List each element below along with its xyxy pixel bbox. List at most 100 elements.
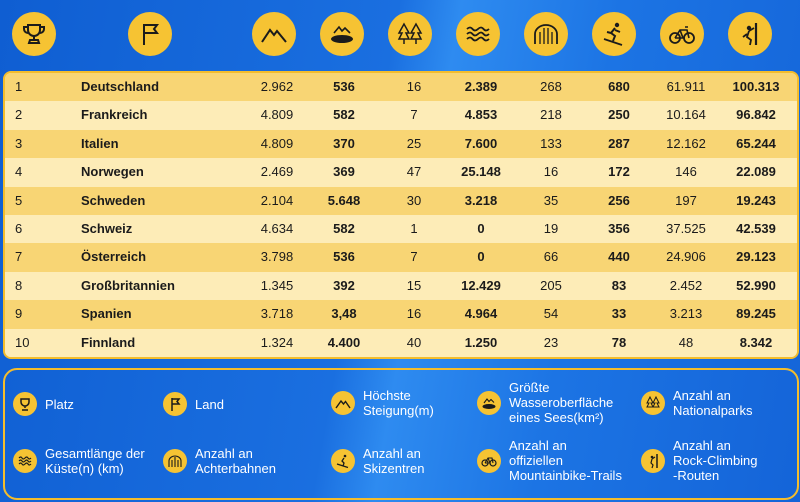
cell-mtb: 3.213 bbox=[669, 306, 703, 322]
cell-climbing: 96.842 bbox=[736, 107, 776, 123]
cell-skizentren: 256 bbox=[608, 192, 630, 208]
cell-steigung: 4.809 bbox=[260, 135, 294, 151]
cell-country: Spanien bbox=[81, 306, 132, 322]
cell-steigung: 2.469 bbox=[260, 164, 294, 180]
cell-nationalparks: 40 bbox=[406, 334, 422, 350]
legend-label: Gesamtlänge der Küste(n) (km) bbox=[45, 446, 145, 476]
cell-see: 370 bbox=[333, 135, 355, 151]
cell-skizentren: 172 bbox=[608, 164, 630, 180]
table-row: 7 Österreich 3.798 536 7 0 66 440 24.906 29.123 bbox=[5, 243, 797, 272]
cell-see: 582 bbox=[333, 107, 355, 123]
cell-skizentren: 287 bbox=[608, 135, 630, 151]
cell-achterbahnen: 218 bbox=[540, 107, 562, 123]
cell-rank: 6 bbox=[15, 221, 23, 236]
cell-nationalparks: 25 bbox=[406, 135, 422, 151]
cell-achterbahnen: 16 bbox=[543, 164, 559, 180]
cell-kueste: 3.218 bbox=[464, 192, 498, 208]
cell-country: Italien bbox=[81, 135, 119, 151]
cell-achterbahnen: 23 bbox=[543, 334, 559, 350]
cell-steigung: 3.798 bbox=[260, 249, 294, 265]
cell-achterbahnen: 268 bbox=[540, 79, 562, 94]
legend-item: Gesamtlänge der Küste(n) (km) bbox=[13, 446, 145, 476]
legend-item: Land bbox=[163, 392, 224, 416]
rollercoaster-icon bbox=[163, 449, 187, 473]
legend-item: Höchste Steigung(m) bbox=[331, 388, 434, 418]
cell-achterbahnen: 35 bbox=[543, 192, 559, 208]
legend-label: Anzahl an Achterbahnen bbox=[195, 446, 276, 476]
legend-label: Platz bbox=[45, 396, 74, 412]
cell-mtb: 10.164 bbox=[666, 107, 706, 123]
cell-kueste: 7.600 bbox=[464, 135, 498, 151]
legend-item: Anzahl an Achterbahnen bbox=[163, 446, 276, 476]
legend-label: Größte Wasseroberfläche eines Sees(km²) bbox=[509, 380, 614, 425]
forest-icon bbox=[641, 391, 665, 415]
cell-nationalparks: 1 bbox=[410, 221, 418, 236]
climber-icon bbox=[728, 12, 772, 56]
cell-skizentren: 356 bbox=[608, 221, 630, 236]
cell-rank: 10 bbox=[15, 334, 30, 350]
cell-rank: 8 bbox=[15, 277, 23, 293]
skier-icon bbox=[331, 449, 355, 473]
cell-climbing: 52.990 bbox=[736, 277, 776, 293]
legend-item: Platz bbox=[13, 392, 74, 416]
cell-skizentren: 250 bbox=[608, 107, 630, 123]
cell-rank: 1 bbox=[15, 79, 23, 94]
cell-kueste: 4.853 bbox=[464, 107, 498, 123]
cell-kueste: 2.389 bbox=[464, 79, 498, 94]
cell-climbing: 100.313 bbox=[732, 79, 780, 94]
cell-mtb: 24.906 bbox=[666, 249, 706, 265]
cell-rank: 7 bbox=[15, 249, 23, 265]
climber-icon bbox=[641, 448, 665, 473]
cell-skizentren: 33 bbox=[611, 306, 627, 322]
cell-kueste: 0 bbox=[477, 221, 485, 236]
cell-country: Deutschland bbox=[81, 79, 160, 94]
cell-skizentren: 78 bbox=[611, 334, 627, 350]
cell-nationalparks: 7 bbox=[410, 107, 418, 123]
cell-nationalparks: 16 bbox=[406, 306, 422, 322]
mountain-icon bbox=[252, 12, 296, 56]
legend-label: Höchste Steigung(m) bbox=[363, 388, 434, 418]
legend: Platz Land Höchste Steigung(m) Größte Wasse… bbox=[3, 368, 799, 500]
cell-kueste: 0 bbox=[477, 249, 485, 265]
waves-icon bbox=[456, 12, 500, 56]
mountain-icon bbox=[331, 391, 355, 415]
cell-mtb: 48 bbox=[678, 334, 694, 350]
table-row: 10 Finnland 1.324 4.400 40 1.250 23 78 48 8.342 bbox=[5, 328, 797, 357]
ranking-table: 1 Deutschland 2.962 536 16 2.389 268 680 61.911 1… bbox=[3, 71, 799, 359]
cell-skizentren: 440 bbox=[608, 249, 630, 265]
forest-icon bbox=[388, 12, 432, 56]
lake-icon bbox=[320, 12, 364, 56]
cell-see: 4.400 bbox=[327, 334, 361, 350]
legend-item: Größte Wasseroberfläche eines Sees(km²) bbox=[477, 380, 613, 425]
cell-steigung: 2.104 bbox=[260, 192, 294, 208]
cell-climbing: 19.243 bbox=[736, 192, 776, 208]
cell-country: Norwegen bbox=[81, 164, 144, 180]
trophy-icon bbox=[12, 12, 56, 56]
cell-see: 536 bbox=[333, 79, 355, 94]
cell-see: 392 bbox=[333, 277, 355, 293]
cell-steigung: 4.634 bbox=[260, 221, 294, 236]
cell-rank: 9 bbox=[15, 306, 23, 322]
cell-steigung: 1.324 bbox=[260, 334, 294, 350]
cell-nationalparks: 30 bbox=[406, 192, 422, 208]
table-row: 2 Frankreich 4.809 582 7 4.853 218 250 10.164 96.… bbox=[5, 101, 797, 130]
cell-country: Finnland bbox=[81, 334, 136, 350]
table-row: 9 Spanien 3.718 3,48 16 4.964 54 33 3.213 89.245 bbox=[5, 300, 797, 329]
table-row: 1 Deutschland 2.962 536 16 2.389 268 680 61.911 1… bbox=[5, 73, 797, 102]
cell-achterbahnen: 54 bbox=[543, 306, 559, 322]
cell-achterbahnen: 133 bbox=[540, 135, 562, 151]
bicycle-icon bbox=[477, 448, 501, 473]
cell-climbing: 22.089 bbox=[736, 164, 776, 180]
legend-label: Anzahl an Rock-Climbing -Routen bbox=[673, 438, 758, 483]
cell-see: 5.648 bbox=[327, 192, 361, 208]
cell-climbing: 29.123 bbox=[736, 249, 776, 265]
cell-see: 369 bbox=[333, 164, 355, 180]
cell-steigung: 3.718 bbox=[260, 306, 294, 322]
legend-label: Anzahl an Skizentren bbox=[363, 446, 425, 476]
cell-climbing: 89.245 bbox=[736, 306, 776, 322]
cell-mtb: 37.525 bbox=[666, 221, 706, 236]
cell-kueste: 4.964 bbox=[464, 306, 498, 322]
table-row: 3 Italien 4.809 370 25 7.600 133 287 12.162 65.24… bbox=[5, 129, 797, 159]
cell-mtb: 197 bbox=[675, 192, 697, 208]
skier-icon bbox=[592, 12, 636, 56]
